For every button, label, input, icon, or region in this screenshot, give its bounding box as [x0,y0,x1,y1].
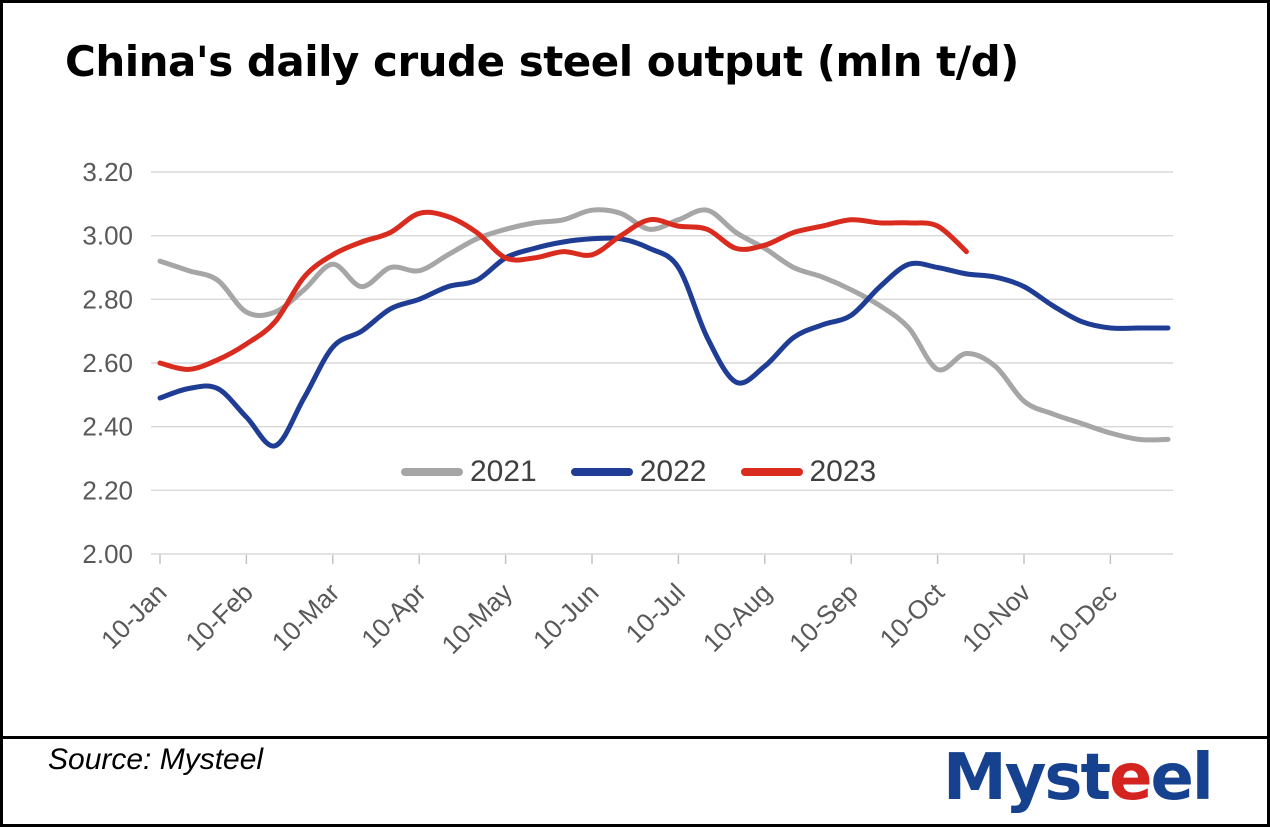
legend-item-2022: 2022 [570,455,707,489]
x-tick-label: 10-Jul [620,577,691,648]
logo-part-e-blue: e [1150,741,1194,815]
x-tick-label: 10-Mar [266,577,346,657]
x-tick-label: 10-Nov [956,577,1036,657]
legend-item-2021: 2021 [401,455,537,489]
x-tick-label: 10-Apr [355,577,432,654]
series-line-2021 [157,207,1171,443]
legend-label-2023: 2023 [809,455,877,488]
x-tick-label: 10-Sep [783,577,863,657]
y-tick-label: 3.20 [82,157,133,187]
chart-title: China's daily crude steel output (mln t/… [65,37,1019,86]
y-tick-label: 2.00 [82,539,133,569]
chart-legend: 2021 2022 2023 [401,455,876,489]
series-line-2023 [157,209,969,372]
mysteel-logo: Mysteel [943,741,1214,815]
legend-item-2023: 2023 [740,455,877,489]
logo-part-myst: Myst [943,741,1111,815]
legend-swatch-2022 [570,468,633,476]
x-tick-label: 10-Jan [95,577,172,654]
legend-swatch-2023 [740,468,803,476]
x-tick-label: 10-May [436,577,519,660]
chart-plot-area: 3.20 3.00 2.80 2.60 2.40 2.20 2.00 10-Jan 10-Feb… [82,157,1173,660]
legend-label-2021: 2021 [470,455,537,488]
footer-divider [3,736,1267,739]
y-tick-label: 2.60 [82,348,133,378]
y-tick-label: 2.40 [82,412,133,442]
logo-part-l: l [1191,741,1214,815]
x-tick-label: 10-Aug [697,577,777,657]
y-tick-label: 2.80 [82,284,133,314]
x-tick-label: 10-Feb [179,577,258,656]
y-tick-label: 2.20 [82,475,133,505]
legend-swatch-2021 [401,468,463,476]
y-tick-label: 3.00 [82,221,133,251]
series-line-2022 [157,235,1171,449]
legend-label-2022: 2022 [639,455,707,488]
x-tick-label: 10-Jun [527,577,604,654]
x-tick-label: 10-Oct [874,577,951,654]
logo-part-e-red: e [1109,741,1152,815]
x-tick-label: 10-Dec [1042,577,1122,657]
source-label: Source: Mysteel [48,743,264,776]
